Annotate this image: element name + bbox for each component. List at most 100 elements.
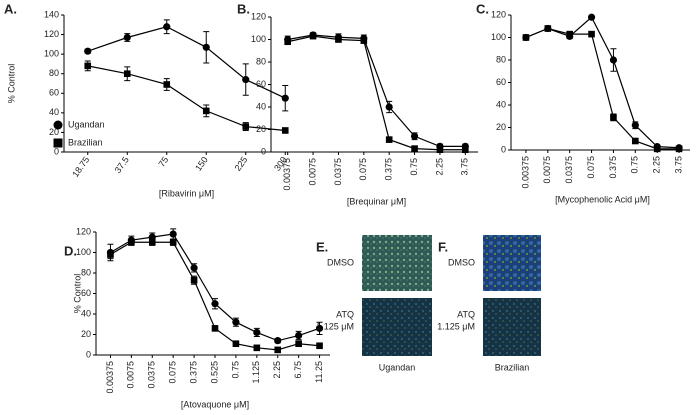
y-tick-label: 100 [491,32,506,42]
series-line [87,26,286,99]
marker [211,300,219,308]
y-tick-label: 60 [256,79,266,89]
y-tick-label: 100 [251,34,266,44]
marker [385,136,393,143]
x-tick-label: 1.125 [251,361,261,384]
marker [522,34,530,41]
marker [190,276,198,284]
panel-label: C. [476,1,489,16]
y-tick-label: 100 [44,49,59,59]
x-tick-label: 0.00375 [282,158,292,191]
x-tick-label: 0.00375 [105,361,115,394]
marker [462,146,469,154]
x-tick-label: 0.075 [586,156,596,179]
marker [211,325,219,332]
row-label: DMSO [327,257,354,267]
marker [360,37,368,44]
image-e [362,235,432,356]
y-tick-label: 20 [496,122,506,132]
y-tick-label: 140 [44,9,59,19]
x-tick-label: 0.075 [168,361,178,384]
marker [315,324,324,332]
marker [566,30,573,38]
x-tick-label: 0.525 [209,361,219,384]
marker [84,47,92,55]
series-line [87,65,286,132]
marker [295,331,303,340]
y-tick-label: 80 [256,56,266,66]
x-tick-label: 0.75 [230,361,240,379]
marker [544,25,552,32]
x-tick-label: 2.25 [434,158,444,176]
series-line [525,16,680,149]
x-tick-label: 0.075 [358,158,368,181]
y-axis-label: % Control [72,274,82,314]
x-tick-label: 0.0375 [333,158,343,186]
y-tick-label: 60 [81,288,91,298]
y-tick-label: 0 [54,146,59,156]
y-tick-label: 40 [49,107,59,117]
marker [653,145,661,153]
marker [588,30,595,38]
x-tick-label: 0.00375 [520,156,530,189]
marker [169,238,177,246]
caption: Brazilian [495,362,530,372]
panel-label: E. [316,239,328,254]
y-tick-label: 80 [81,267,91,277]
series-line [110,233,320,342]
marker [316,342,323,350]
y-tick-label: 40 [81,308,91,318]
y-tick-label: 20 [256,124,266,134]
y-tick-label: 40 [256,101,266,111]
y-tick-label: 120 [44,29,59,39]
x-tick-label: 0.0075 [126,361,136,389]
marker [242,75,250,84]
marker [232,318,240,326]
marker [163,81,171,88]
y-tick-label: 60 [496,77,506,87]
micrograph [483,235,541,291]
x-tick-label: 0.75 [409,158,419,176]
x-axis-label: [Mycophenolic Acid μM] [555,194,650,204]
marker [123,70,131,78]
x-tick-label: 6.75 [293,361,303,379]
marker [169,230,177,238]
marker [631,121,639,129]
x-tick-label: 11.25 [314,361,324,383]
panel-label: A. [4,1,17,16]
legend-label: Brazilian [68,137,103,147]
row-label: ATQ [457,309,475,319]
marker [123,33,131,42]
marker [242,123,250,130]
y-tick-label: 120 [491,9,506,19]
panel-label: F. [438,239,448,254]
x-tick-label: 0.0375 [564,156,574,184]
marker [274,346,282,354]
y-tick-label: 20 [49,127,59,137]
y-tick-label: 60 [49,88,59,98]
marker [163,23,171,31]
row-label: 1.125 μM [437,321,475,331]
x-tick-label: 225 [233,155,250,173]
marker [274,337,282,345]
marker [202,107,210,115]
y-tick-label: 0 [501,144,506,154]
marker [232,340,240,348]
marker [253,344,261,352]
x-tick-label: 18.75 [70,155,91,179]
x-tick-label: 0.375 [608,156,618,179]
marker [410,132,419,140]
marker [335,36,342,43]
x-tick-label: 37.5 [113,155,131,175]
legend-marker [53,138,63,148]
y-axis-label: % Control [6,64,16,104]
marker [609,56,618,64]
marker [632,137,639,145]
x-tick-label: 3.75 [673,156,683,174]
y-tick-label: 80 [496,54,506,64]
y-tick-label: 80 [49,68,59,78]
y-tick-label: 0 [261,146,266,156]
marker [202,43,210,51]
y-tick-label: 0 [86,349,91,359]
marker [385,103,393,111]
